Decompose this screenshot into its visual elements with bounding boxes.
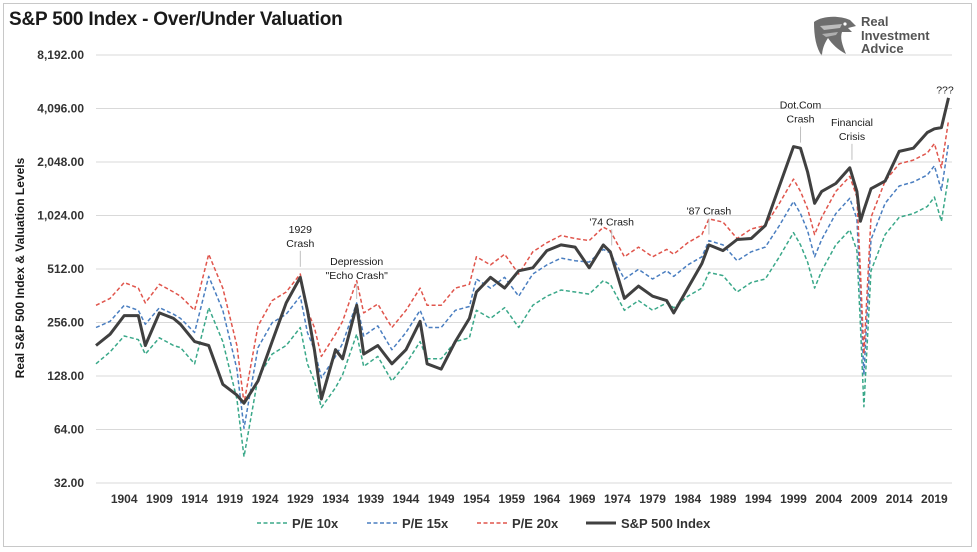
y-tick-label: 32.00 [54,476,84,490]
x-tick-label: 1929 [287,492,314,506]
y-tick-label: 128.00 [47,369,84,383]
x-tick-label: 1949 [428,492,455,506]
legend-label: P/E 20x [512,516,559,531]
legend: P/E 10x P/E 15x P/E 20x S&P 500 Index [257,516,711,531]
x-tick-label: 1969 [569,492,596,506]
x-tick-label: 1994 [745,492,772,506]
y-tick-label: 4,096.00 [37,102,84,116]
annotation-label: Dot.Com [780,100,822,112]
brand-line-1: Real [861,14,889,29]
x-tick-label: 1944 [393,492,420,506]
x-tick-label: 1959 [498,492,525,506]
x-axis-ticks: 1904 1909 1914 1919 1924 1929 1934 1939 1944 1949… [111,492,948,506]
y-tick-label: 64.00 [54,423,84,437]
brand-line-2: Investment [861,27,930,43]
series-line-1 [95,143,950,430]
x-tick-label: 1989 [710,492,737,506]
x-tick-label: 2019 [921,492,948,506]
legend-label: S&P 500 Index [621,516,711,531]
annotation-label: Crisis [839,131,865,143]
series-lines [95,97,950,458]
annotation-label: '74 Crash [589,216,634,228]
brand-name: Real Investment Advice [861,15,930,56]
eagle-head-icon [814,16,856,57]
y-axis-ticks: 32.00 64.00 128.00 256.00 512.00 1,024.00 2,04… [37,48,84,490]
x-tick-label: 1934 [322,492,349,506]
legend-label: P/E 15x [402,516,449,531]
annotation-label: Crash [286,238,314,250]
x-tick-label: 1979 [639,492,666,506]
y-tick-label: 256.00 [47,316,84,330]
y-tick-label: 8,192.00 [37,48,84,62]
x-tick-label: 2014 [886,492,913,506]
legend-label: P/E 10x [292,516,339,531]
x-tick-label: 1919 [217,492,244,506]
series-line-2 [95,120,950,404]
brand-logo: Real Investment Advice [812,14,942,62]
series-line-3 [95,97,950,405]
brand-line-3: Advice [861,41,904,56]
x-tick-label: 1974 [604,492,631,506]
annotation-label: "Echo Crash" [326,270,389,282]
annotation-label: '87 Crash [687,206,732,218]
x-tick-label: 1939 [357,492,384,506]
series-line-0 [95,176,950,458]
annotations: 1929 Crash Depression "Echo Crash" '74 Crash… [286,85,954,299]
x-tick-label: 1909 [146,492,173,506]
x-tick-label: 2004 [815,492,842,506]
x-tick-label: 1984 [674,492,701,506]
y-tick-label: 1,024.00 [37,209,84,223]
y-tick-label: 512.00 [47,262,84,276]
x-tick-label: 1904 [111,492,138,506]
y-axis-label: Real S&P 500 Index & Valuation Levels [13,157,27,378]
x-tick-label: 1954 [463,492,490,506]
x-tick-label: 1914 [181,492,208,506]
annotation-label: Depression [330,256,383,268]
annotation-label: 1929 [289,224,313,236]
annotation-label: Financial [831,117,873,129]
x-tick-label: 1924 [252,492,279,506]
x-tick-label: 2009 [851,492,878,506]
x-tick-label: 1999 [780,492,807,506]
x-tick-label: 1964 [534,492,561,506]
y-tick-label: 2,048.00 [37,155,84,169]
chart-title: S&P 500 Index - Over/Under Valuation [9,9,343,30]
annotation-label: Crash [787,114,815,126]
annotation-label: ??? [936,85,954,97]
